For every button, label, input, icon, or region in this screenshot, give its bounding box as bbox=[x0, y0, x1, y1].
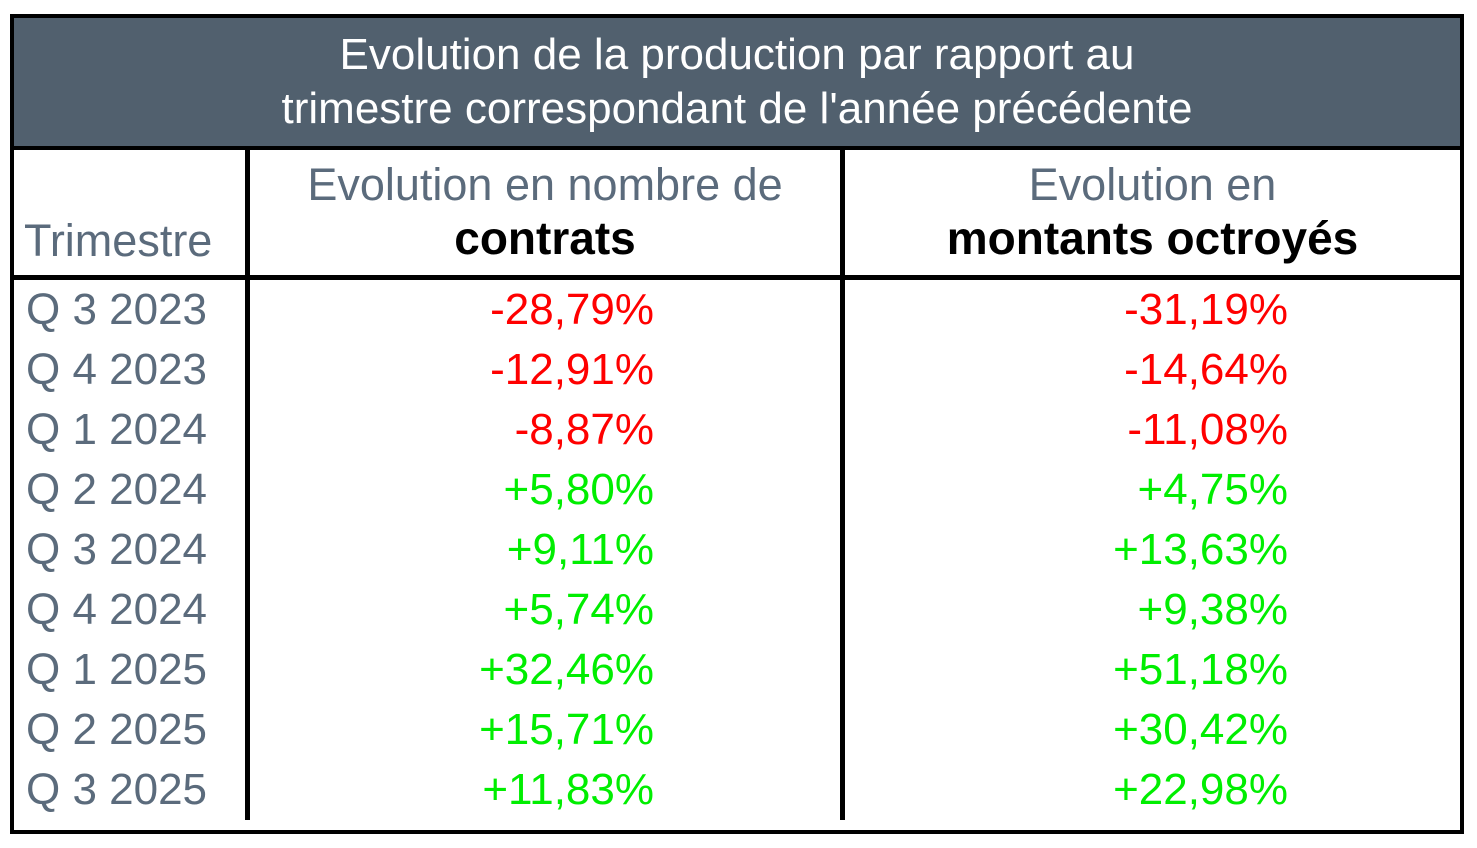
header-contracts-line1: Evolution en nombre de bbox=[307, 159, 783, 210]
quarter-label: Q 3 2024 bbox=[26, 525, 208, 574]
contracts-value: -8,87% bbox=[245, 400, 840, 460]
amounts-value: +51,18% bbox=[840, 640, 1460, 700]
production-evolution-table: Evolution de la production par rapport a… bbox=[10, 14, 1464, 834]
quarter-label: Q 1 2025 bbox=[26, 645, 208, 694]
contracts-value: +9,11% bbox=[245, 520, 840, 580]
amounts-value: +9,38% bbox=[840, 580, 1460, 640]
quarter-label: Q 4 2024 bbox=[26, 585, 208, 634]
amounts-value: -31,19% bbox=[840, 280, 1460, 340]
header-amounts-line2: montants octroyés bbox=[946, 212, 1359, 264]
header-contracts-line2: contrats bbox=[454, 212, 636, 264]
amounts-value: +22,98% bbox=[840, 760, 1460, 820]
title-line-2: trimestre correspondant de l'année précé… bbox=[281, 84, 1193, 133]
table-row: Q 4 2024 +5,74% +9,38% bbox=[14, 580, 1460, 640]
amounts-value: -14,64% bbox=[840, 340, 1460, 400]
amounts-value: +30,42% bbox=[840, 700, 1460, 760]
amounts-value: +13,63% bbox=[840, 520, 1460, 580]
quarter-label: Q 2 2024 bbox=[26, 465, 208, 514]
quarter-label: Q 4 2023 bbox=[26, 345, 208, 394]
quarter-label: Q 3 2025 bbox=[26, 765, 208, 814]
contracts-value: -28,79% bbox=[245, 280, 840, 340]
quarter-label: Q 2 2025 bbox=[26, 705, 208, 754]
table-row: Q 1 2024 -8,87% -11,08% bbox=[14, 400, 1460, 460]
table-row: Q 3 2023 -28,79% -31,19% bbox=[14, 280, 1460, 340]
header-contracts: Evolution en nombre de contrats bbox=[245, 150, 840, 275]
table-row: Q 3 2025 +11,83% +22,98% bbox=[14, 760, 1460, 820]
amounts-value: -11,08% bbox=[840, 400, 1460, 460]
header-trimestre: Trimestre bbox=[24, 215, 213, 266]
table-row: Q 1 2025 +32,46% +51,18% bbox=[14, 640, 1460, 700]
title-line-1: Evolution de la production par rapport a… bbox=[339, 30, 1135, 79]
contracts-value: +11,83% bbox=[245, 760, 840, 820]
contracts-value: +5,74% bbox=[245, 580, 840, 640]
quarter-label: Q 1 2024 bbox=[26, 405, 208, 454]
header-amounts-line1: Evolution en bbox=[1028, 159, 1277, 210]
contracts-value: +5,80% bbox=[245, 460, 840, 520]
table-body: Q 3 2023 -28,79% -31,19% Q 4 2023 -12,91… bbox=[14, 280, 1460, 821]
quarter-label: Q 3 2023 bbox=[26, 285, 208, 334]
contracts-value: +32,46% bbox=[245, 640, 840, 700]
table-row: Q 3 2024 +9,11% +13,63% bbox=[14, 520, 1460, 580]
header-amounts: Evolution en montants octroyés bbox=[840, 150, 1460, 275]
table-row: Q 2 2025 +15,71% +30,42% bbox=[14, 700, 1460, 760]
contracts-value: -12,91% bbox=[245, 340, 840, 400]
contracts-value: +15,71% bbox=[245, 700, 840, 760]
amounts-value: +4,75% bbox=[840, 460, 1460, 520]
table-title: Evolution de la production par rapport a… bbox=[14, 18, 1460, 150]
column-header-row: Trimestre Evolution en nombre de contrat… bbox=[14, 150, 1460, 280]
table-row: Q 2 2024 +5,80% +4,75% bbox=[14, 460, 1460, 520]
table-row: Q 4 2023 -12,91% -14,64% bbox=[14, 340, 1460, 400]
